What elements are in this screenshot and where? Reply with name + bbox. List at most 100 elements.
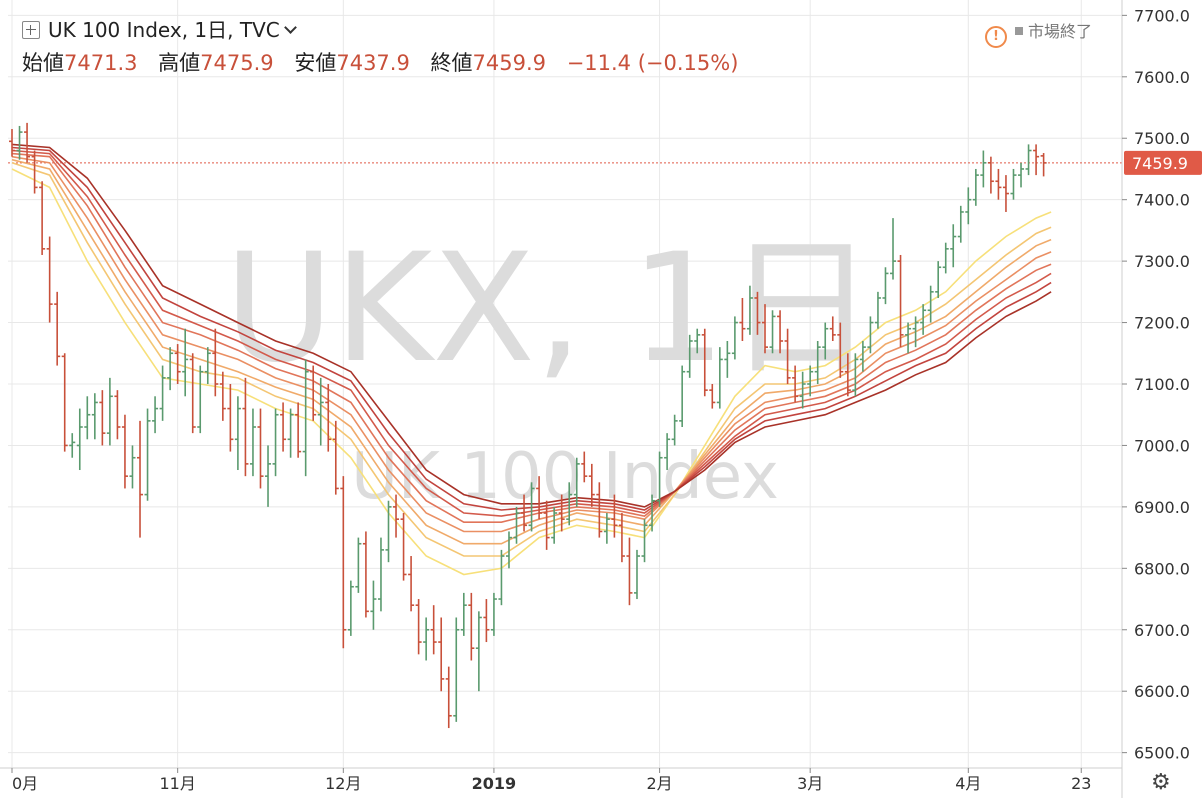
ohlc-bar[interactable] [144, 408, 151, 501]
ohlc-bar[interactable] [536, 476, 543, 520]
ohlc-bar[interactable] [633, 549, 640, 600]
ohlc-bar[interactable] [724, 340, 731, 378]
ohlc-bar[interactable] [543, 500, 550, 550]
ohlc-bar[interactable] [792, 365, 799, 403]
ohlc-bar[interactable] [121, 414, 128, 489]
ohlc-bar[interactable] [385, 500, 392, 563]
ohlc-bar[interactable] [76, 408, 83, 471]
ohlc-bar[interactable] [174, 344, 181, 384]
ohlc-bar[interactable] [912, 316, 919, 348]
ohlc-bar[interactable] [859, 340, 866, 372]
ohlc-bar[interactable] [957, 205, 964, 243]
alert-icon[interactable]: ! [985, 26, 1007, 48]
ohlc-bar[interactable] [460, 592, 467, 636]
ohlc-bar[interactable] [611, 494, 618, 538]
ohlc-bar[interactable] [423, 617, 430, 661]
ohlc-bar[interactable] [777, 310, 784, 354]
ohlc-bar[interactable] [731, 316, 738, 360]
ohlc-bar[interactable] [377, 537, 384, 612]
ohlc-bar[interactable] [935, 261, 942, 298]
ohlc-bar[interactable] [1040, 153, 1047, 177]
ohlc-bar[interactable] [61, 353, 68, 452]
ohlc-bar[interactable] [99, 390, 106, 446]
ohlc-bar[interactable] [980, 150, 987, 188]
ohlc-bar[interactable] [807, 365, 814, 397]
ohlc-bar[interactable] [430, 605, 437, 655]
ohlc-bar[interactable] [317, 377, 324, 446]
ohlc-bar[interactable] [1010, 168, 1017, 200]
ohlc-bar[interactable] [920, 304, 927, 335]
ohlc-bar[interactable] [498, 549, 505, 606]
ohlc-bar[interactable] [242, 377, 249, 477]
ohlc-bar[interactable] [972, 168, 979, 206]
ohlc-bar[interactable] [204, 347, 211, 384]
ohlc-bar[interactable] [1025, 144, 1032, 176]
ohlc-bar[interactable] [927, 285, 934, 323]
ohlc-bar[interactable] [24, 122, 31, 163]
ohlc-bar[interactable] [445, 666, 452, 729]
ohlc-bar[interactable] [603, 513, 610, 544]
chevron-down-icon[interactable] [283, 21, 297, 34]
ohlc-bar[interactable] [257, 408, 264, 489]
ohlc-bar[interactable] [159, 365, 166, 421]
ohlc-bar[interactable] [588, 463, 595, 507]
ohlc-bar[interactable] [84, 396, 91, 440]
ohlc-bar[interactable] [189, 353, 196, 434]
ohlc-bar[interactable] [332, 420, 339, 495]
ohlc-bar[interactable] [558, 494, 565, 532]
ohlc-bar[interactable] [837, 322, 844, 378]
ohlc-bar[interactable] [54, 291, 61, 366]
symbol-title[interactable]: UK 100 Index, 1日, TVC [48, 18, 280, 42]
ohlc-bar[interactable] [1002, 175, 1009, 212]
ohlc-bar[interactable] [287, 408, 294, 458]
ohlc-bar[interactable] [950, 224, 957, 268]
ohlc-bar[interactable] [890, 218, 897, 280]
ohlc-bar[interactable] [453, 617, 460, 722]
ohlc-bar[interactable] [167, 347, 174, 391]
ohlc-bar[interactable] [400, 513, 407, 581]
ohlc-bar[interactable] [370, 580, 377, 630]
ohlc-bar[interactable] [219, 371, 226, 421]
ohlc-bar[interactable] [1033, 144, 1040, 176]
ohlc-bar[interactable] [746, 285, 753, 335]
ohlc-bar[interactable] [656, 451, 663, 507]
ohlc-bar[interactable] [468, 592, 475, 661]
ohlc-bar[interactable] [505, 531, 512, 569]
ohlc-bar[interactable] [475, 611, 482, 692]
ohlc-bar[interactable] [490, 592, 497, 636]
ohlc-bar[interactable] [16, 125, 23, 160]
ohlc-bar[interactable] [310, 365, 317, 421]
ohlc-bar[interactable] [1018, 162, 1025, 188]
ohlc-bar[interactable] [114, 390, 121, 440]
symbol-header[interactable]: UK 100 Index, 1日, TVC [22, 14, 297, 43]
ohlc-bar[interactable] [227, 384, 234, 452]
gear-icon[interactable]: ⚙ [1151, 770, 1171, 795]
ohlc-bar[interactable] [152, 396, 159, 434]
ohlc-bar[interactable] [137, 420, 144, 538]
ohlc-bar[interactable] [679, 365, 686, 428]
ohlc-bar[interactable] [995, 168, 1002, 200]
ohlc-bar[interactable] [844, 353, 851, 397]
ohlc-bar[interactable] [182, 328, 189, 397]
ohlc-bar[interactable] [701, 328, 708, 397]
ohlc-bar[interactable] [822, 322, 829, 360]
ohlc-bar[interactable] [249, 408, 256, 477]
plus-square-icon[interactable] [22, 21, 40, 39]
ohlc-bar[interactable] [867, 316, 874, 354]
ohlc-bar[interactable] [784, 328, 791, 384]
ohlc-bar[interactable] [280, 402, 287, 452]
ohlc-bar[interactable] [46, 236, 53, 323]
ohlc-bar[interactable] [325, 384, 332, 452]
ohlc-bar[interactable] [438, 617, 445, 692]
ohlc-bar[interactable] [272, 408, 279, 477]
ohlc-bar[interactable] [799, 371, 806, 409]
ohlc-bar[interactable] [355, 537, 362, 593]
ohlc-bar[interactable] [897, 254, 904, 348]
ohlc-bar[interactable] [649, 494, 656, 532]
ohlc-bar[interactable] [852, 353, 859, 397]
ohlc-bar[interactable] [829, 316, 836, 341]
ohlc-bar[interactable] [573, 457, 580, 507]
ohlc-bar[interactable] [234, 396, 241, 471]
